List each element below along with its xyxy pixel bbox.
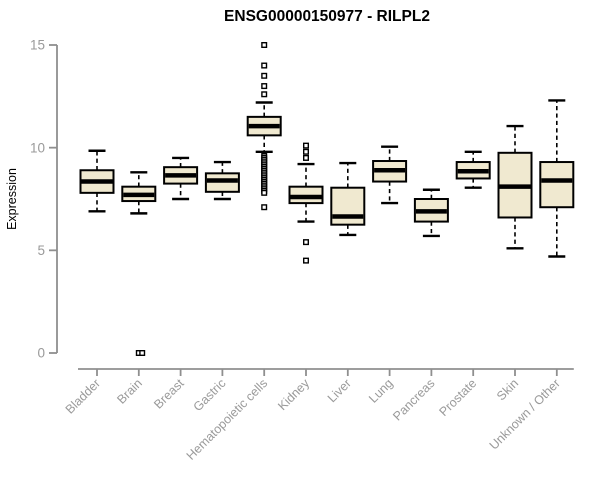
x-category-label: Brain <box>114 376 145 407</box>
x-category-label: Hematopoietic cells <box>184 376 271 463</box>
box-gastric <box>204 160 240 201</box>
outlier-point <box>261 83 268 90</box>
y-axis: 0 5 10 15 <box>30 38 58 361</box>
x-category-label: Bladder <box>63 376 103 416</box>
box-liver <box>330 161 366 237</box>
y-tick-label: 10 <box>30 140 45 155</box>
chart-title: ENSG00000150977 - RILPL2 <box>224 8 430 25</box>
box-lung <box>372 145 408 205</box>
outlier-point <box>261 72 268 79</box>
outlier-point <box>303 148 310 155</box>
outlier-point <box>261 189 268 196</box>
box-unknown-other <box>539 99 575 258</box>
box-skin <box>497 124 533 250</box>
x-category-label: Pancreas <box>390 376 437 423</box>
outlier-point <box>303 154 310 161</box>
box-pancreas <box>413 188 449 238</box>
x-category-label: Breast <box>151 376 187 412</box>
outlier-point <box>139 350 146 357</box>
box-breast <box>163 156 199 201</box>
box-brain <box>121 171 157 357</box>
x-category-label: Liver <box>325 376 354 405</box>
outlier-point <box>303 239 310 246</box>
outlier-point <box>303 257 310 264</box>
y-tick-label: 15 <box>30 38 45 53</box>
x-category-label: Unknown / Other <box>487 376 563 452</box>
iqr-box <box>330 186 366 226</box>
box-bladder <box>79 149 115 213</box>
x-category-label: Prostate <box>436 376 479 419</box>
x-category-label: Gastric <box>191 376 229 414</box>
y-axis-title: Expression <box>5 168 19 230</box>
x-category-label: Lung <box>366 376 396 406</box>
x-category-label: Skin <box>494 376 521 403</box>
iqr-box <box>539 161 575 209</box>
outlier-point <box>261 204 268 211</box>
boxes-layer <box>79 42 575 357</box>
box-hematopoietic-cells <box>246 42 282 211</box>
outlier-point <box>303 142 310 149</box>
outlier-point <box>261 42 268 49</box>
box-kidney <box>288 142 324 264</box>
x-category-label: Kidney <box>275 376 312 413</box>
outlier-point <box>261 91 268 98</box>
y-tick-label: 5 <box>37 243 45 258</box>
outlier-point <box>261 62 268 69</box>
y-tick-label: 0 <box>37 346 45 361</box>
box-prostate <box>455 150 491 189</box>
